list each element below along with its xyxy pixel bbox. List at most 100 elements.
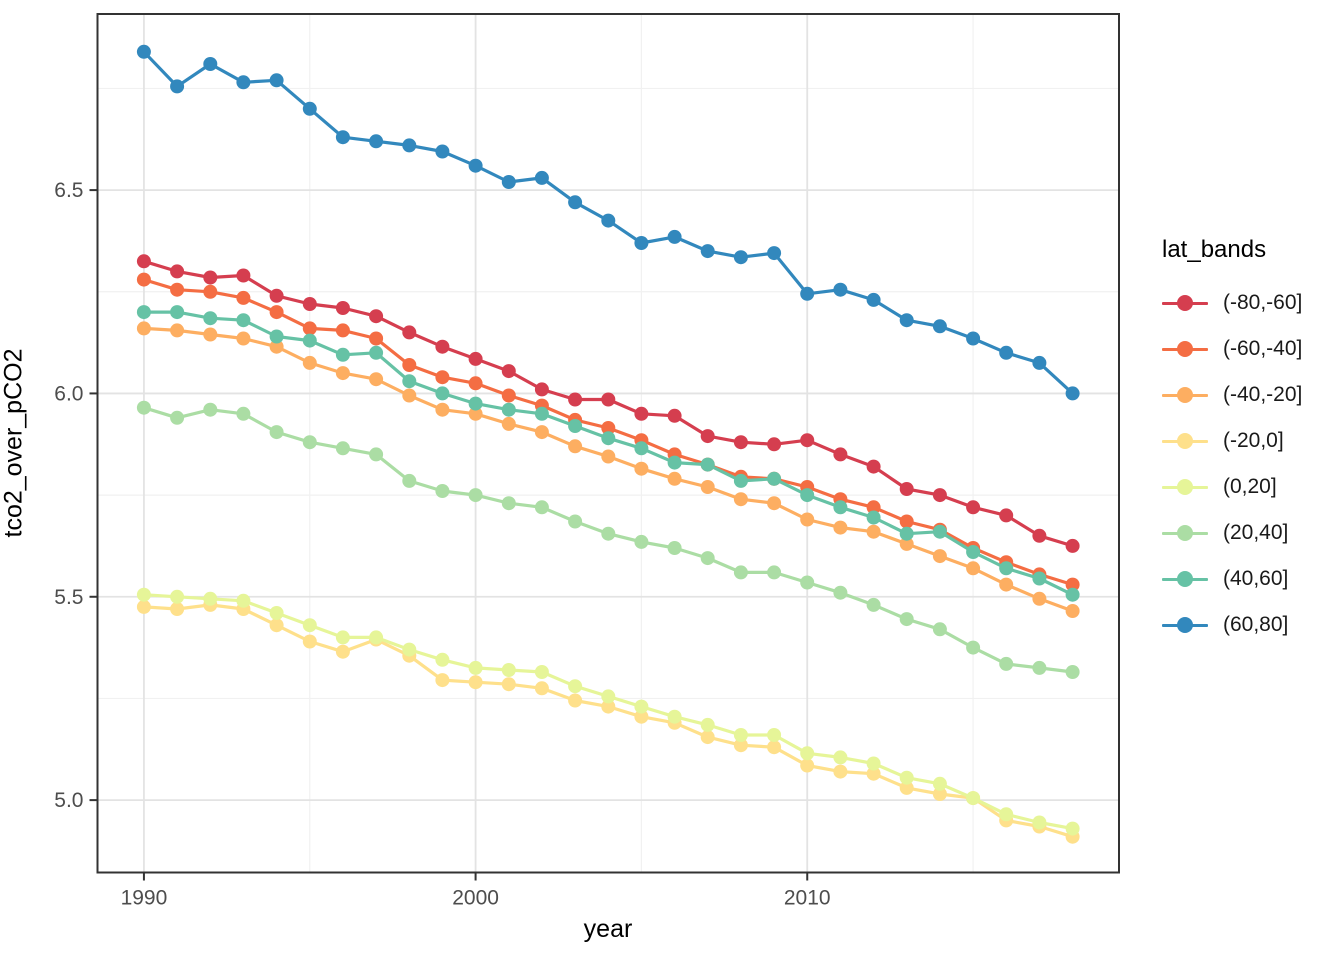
series-point-3-2005	[634, 709, 649, 724]
series-point-5-2003	[568, 514, 583, 529]
series-point-6-1998	[402, 374, 417, 389]
series-point-4-2011	[833, 750, 848, 765]
series-point-7-1998	[402, 138, 417, 153]
series-point-5-2011	[833, 585, 848, 600]
series-point-5-1993	[236, 406, 251, 421]
series-point-2-2003	[568, 439, 583, 454]
series-point-0-2010	[800, 433, 815, 448]
series-point-2-1998	[402, 388, 417, 403]
series-point-6-2003	[568, 419, 583, 433]
series-point-6-2007	[700, 457, 715, 472]
series-point-4-2001	[501, 663, 516, 677]
series-point-7-1997	[369, 134, 384, 149]
series-point-2-2010	[800, 512, 815, 527]
series-point-3-2009	[767, 740, 782, 755]
legend-title: lat_bands	[1162, 236, 1267, 263]
y-tick-label-6.5: 6.5	[54, 179, 83, 202]
series-point-2-2009	[767, 496, 782, 511]
series-point-1-1998	[402, 358, 417, 372]
series-point-6-2006	[667, 455, 682, 470]
series-point-5-2002	[534, 500, 549, 515]
series-point-0-2014	[932, 488, 947, 503]
legend-label: (-60,-40]	[1223, 337, 1303, 360]
series-point-3-1994	[269, 618, 284, 633]
series-point-1-2013	[899, 514, 914, 529]
legend-item-0: (-80,-60]	[1162, 280, 1302, 326]
series-point-6-2011	[833, 500, 848, 515]
series-point-5-1991	[170, 410, 185, 425]
series-point-5-2018	[1065, 665, 1080, 679]
series-point-2-2012	[866, 524, 881, 539]
series-point-6-2002	[534, 406, 549, 421]
legend-key-dot	[1177, 387, 1193, 403]
series-point-6-1993	[236, 313, 251, 328]
series-point-0-2018	[1065, 538, 1080, 553]
series-point-7-2008	[733, 250, 748, 265]
series-point-3-2003	[568, 693, 583, 708]
series-point-5-1992	[203, 402, 218, 417]
series-point-5-2008	[733, 565, 748, 580]
series-point-4-1998	[402, 642, 417, 657]
series-point-2-2011	[833, 520, 848, 535]
series-point-2-2004	[601, 449, 616, 464]
series-point-0-1999	[435, 339, 450, 354]
legend-label: (0,20]	[1223, 475, 1277, 498]
series-point-4-2002	[534, 665, 549, 679]
series-point-6-1995	[302, 333, 317, 348]
series-point-4-2014	[932, 776, 947, 791]
series-point-4-1993	[236, 593, 251, 608]
series-point-1-1992	[203, 284, 218, 299]
series-point-4-2010	[800, 746, 815, 761]
series-point-7-2007	[700, 244, 715, 259]
series-point-3-2014	[932, 787, 947, 801]
series-point-1-2018	[1065, 577, 1080, 592]
series-point-7-2011	[833, 282, 848, 297]
series-point-4-1999	[435, 652, 450, 667]
series-point-5-1990	[136, 400, 151, 415]
series-point-6-2009	[767, 471, 782, 486]
series-point-6-1997	[369, 345, 384, 360]
series-point-7-1999	[435, 144, 450, 159]
series-point-4-2003	[568, 679, 583, 694]
series-point-1-2012	[866, 500, 881, 515]
series-point-2-2002	[534, 425, 549, 440]
series-point-4-2016	[999, 807, 1014, 822]
series-point-1-1995	[302, 321, 317, 336]
series-point-6-1991	[170, 305, 185, 320]
legend-key-icon	[1162, 617, 1208, 633]
series-point-3-2001	[501, 677, 516, 692]
series-point-2-2005	[634, 461, 649, 476]
series-point-6-2010	[800, 488, 815, 503]
series-point-5-1999	[435, 484, 450, 498]
series-point-5-1994	[269, 425, 284, 440]
series-point-4-1995	[302, 618, 317, 633]
series-point-7-2000	[468, 158, 483, 173]
series-point-7-2017	[1032, 355, 1047, 370]
series-point-0-2005	[634, 406, 649, 421]
series-point-5-2004	[601, 526, 616, 541]
series-point-5-2014	[932, 622, 947, 637]
series-point-5-2005	[634, 534, 649, 549]
series-point-4-2004	[601, 689, 616, 704]
series-point-3-1999	[435, 673, 450, 688]
legend-item-5: (20,40]	[1162, 510, 1302, 556]
series-point-1-1990	[136, 272, 151, 287]
series-point-6-2008	[733, 473, 748, 488]
series-point-5-2006	[667, 541, 682, 555]
legend-label: (-40,-20]	[1223, 383, 1303, 406]
series-point-2-1990	[136, 321, 151, 336]
series-point-5-2000	[468, 488, 483, 503]
series-point-2-2007	[700, 480, 715, 494]
legend-item-1: (-60,-40]	[1162, 326, 1302, 372]
series-point-0-2001	[501, 364, 516, 379]
legend-item-7: (60,80]	[1162, 602, 1302, 648]
series-point-5-1998	[402, 473, 417, 488]
legend-item-2: (-40,-20]	[1162, 372, 1302, 418]
series-point-3-2010	[800, 758, 815, 773]
series-point-1-1999	[435, 370, 450, 385]
series-point-2-2018	[1065, 604, 1080, 618]
series-point-3-2013	[899, 780, 914, 795]
series-point-3-2008	[733, 738, 748, 753]
series-point-2-2016	[999, 577, 1014, 592]
series-point-5-2015	[966, 640, 981, 655]
